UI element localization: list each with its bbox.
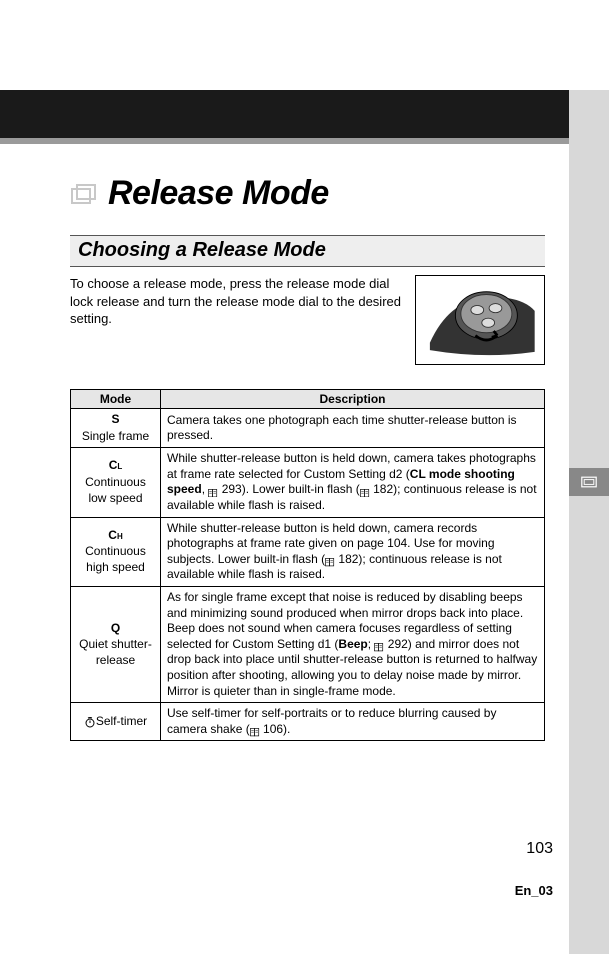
mode-label: Continuous low speed bbox=[85, 475, 146, 505]
intro-text: To choose a release mode, press the rele… bbox=[70, 275, 403, 328]
table-row: CLContinuous low speedWhile shutter-rele… bbox=[71, 448, 545, 517]
mode-description: Use self-timer for self-portraits or to … bbox=[161, 703, 545, 741]
subheading: Choosing a Release Mode bbox=[78, 239, 537, 262]
right-margin bbox=[569, 90, 609, 954]
col-mode: Mode bbox=[71, 390, 161, 409]
table-row: Self-timer Use self-timer for self-portra… bbox=[71, 703, 545, 741]
mode-label: Single frame bbox=[82, 429, 149, 443]
self-timer-icon bbox=[84, 716, 96, 728]
footer-code: En_03 bbox=[515, 883, 553, 898]
page-number: 103 bbox=[526, 840, 553, 858]
page-title: Release Mode bbox=[108, 174, 329, 213]
content-area: Release Mode Choosing a Release Mode To … bbox=[0, 144, 569, 741]
mode-description: Camera takes one photograph each time sh… bbox=[161, 409, 545, 448]
mode-cell: CLContinuous low speed bbox=[71, 448, 161, 517]
table-row: SSingle frameCamera takes one photograph… bbox=[71, 409, 545, 448]
mode-cell: SSingle frame bbox=[71, 409, 161, 448]
intro-row: To choose a release mode, press the rele… bbox=[70, 275, 545, 365]
mode-cell: CHContinuous high speed bbox=[71, 517, 161, 586]
page-ref-icon bbox=[374, 641, 384, 649]
page-ref-icon bbox=[360, 486, 370, 494]
table-row: QQuiet shutter-releaseAs for single fram… bbox=[71, 586, 545, 702]
mode-description: As for single frame except that noise is… bbox=[161, 586, 545, 702]
mode-cell: Self-timer bbox=[71, 703, 161, 741]
title-row: Release Mode bbox=[70, 174, 545, 213]
burst-icon bbox=[70, 183, 98, 205]
modes-table: Mode Description SSingle frameCamera tak… bbox=[70, 389, 545, 741]
side-tab-icon bbox=[569, 468, 609, 496]
dial-illustration bbox=[415, 275, 545, 365]
table-row: CHContinuous high speedWhile shutter-rel… bbox=[71, 517, 545, 586]
col-description: Description bbox=[161, 390, 545, 409]
mode-label: Quiet shutter-release bbox=[79, 637, 152, 667]
page-ref-icon bbox=[325, 556, 335, 564]
black-bar bbox=[0, 90, 569, 138]
mode-label: Self-timer bbox=[96, 714, 147, 728]
page-ref-icon bbox=[208, 486, 218, 494]
page-frame: Release Mode Choosing a Release Mode To … bbox=[0, 90, 609, 954]
header-bars bbox=[0, 90, 569, 144]
mode-cell: QQuiet shutter-release bbox=[71, 586, 161, 702]
mode-description: While shutter-release button is held dow… bbox=[161, 448, 545, 517]
page-ref-icon bbox=[250, 726, 260, 734]
mode-label: Continuous high speed bbox=[85, 544, 146, 574]
subheading-bar: Choosing a Release Mode bbox=[70, 235, 545, 267]
mode-description: While shutter-release button is held dow… bbox=[161, 517, 545, 586]
